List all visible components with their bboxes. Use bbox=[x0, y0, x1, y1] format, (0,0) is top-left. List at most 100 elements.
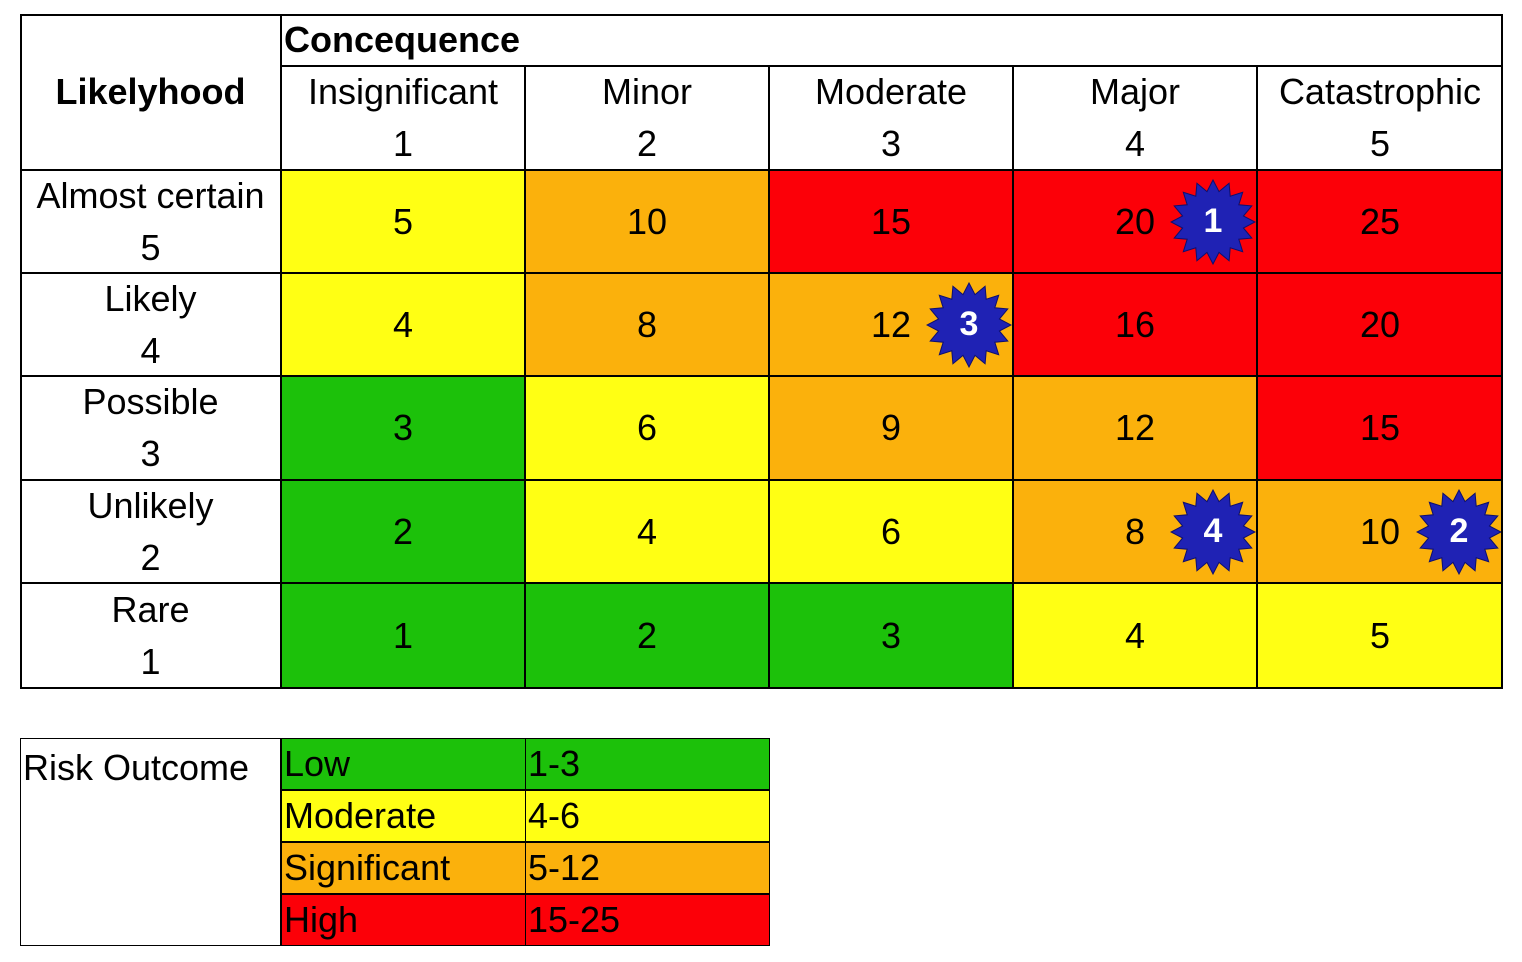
risk-cell: 25 bbox=[1257, 170, 1503, 273]
legend-range-moderate: 4-6 bbox=[525, 790, 770, 842]
risk-cell: 4 bbox=[525, 480, 769, 583]
legend-level-high: High bbox=[281, 894, 526, 946]
legend-range-high: 15-25 bbox=[525, 894, 770, 946]
legend-level-significant: Significant bbox=[281, 842, 526, 894]
consequence-col-2: Minor 2 bbox=[525, 66, 769, 170]
likelihood-row-5: Almost certain 5 bbox=[20, 170, 281, 273]
risk-score: 8 bbox=[636, 303, 658, 345]
consequence-label: Moderate bbox=[814, 71, 968, 112]
risk-cell: 8 bbox=[525, 273, 769, 376]
risk-cell: 3 bbox=[769, 583, 1013, 689]
consequence-score: 5 bbox=[1369, 123, 1391, 164]
consequence-score: 3 bbox=[880, 123, 902, 164]
risk-marker-badge: 1 bbox=[1170, 178, 1256, 265]
risk-cell: 16 bbox=[1013, 273, 1257, 376]
legend-range-low: 1-3 bbox=[525, 738, 770, 790]
risk-score: 3 bbox=[880, 615, 902, 656]
risk-cell: 15 bbox=[1257, 376, 1503, 480]
likelihood-label: Rare bbox=[111, 589, 190, 630]
legend-level-low: Low bbox=[281, 738, 526, 790]
likelihood-score: 5 bbox=[140, 226, 161, 268]
risk-cell: 4 bbox=[281, 273, 525, 376]
risk-cell: 10 bbox=[525, 170, 769, 273]
risk-cell: 6 bbox=[525, 376, 769, 480]
consequence-label: Catastrophic bbox=[1278, 71, 1482, 112]
risk-score: 20 bbox=[1359, 303, 1401, 345]
risk-score: 16 bbox=[1114, 303, 1156, 345]
likelihood-label: Possible bbox=[82, 381, 219, 422]
risk-score: 25 bbox=[1359, 200, 1401, 242]
risk-cell: 2 bbox=[525, 583, 769, 689]
consequence-score: 1 bbox=[392, 123, 414, 164]
risk-cell: 15 bbox=[769, 170, 1013, 273]
risk-score: 2 bbox=[636, 615, 658, 656]
consequence-col-3: Moderate 3 bbox=[769, 66, 1013, 170]
risk-score: 12 bbox=[870, 303, 912, 345]
risk-score: 5 bbox=[392, 200, 414, 242]
likelihood-score: 1 bbox=[140, 641, 161, 682]
risk-score: 5 bbox=[1369, 615, 1391, 656]
risk-score: 9 bbox=[880, 407, 902, 448]
marker-number: 1 bbox=[1203, 202, 1223, 240]
risk-score: 1 bbox=[392, 615, 414, 656]
risk-score: 4 bbox=[392, 303, 414, 345]
likelihood-row-4: Likely 4 bbox=[20, 273, 281, 376]
risk-outcome-legend: Risk Outcome Low 1-3 Moderate 4-6 Significan… bbox=[20, 738, 770, 946]
likelihood-score: 4 bbox=[140, 329, 161, 371]
likelihood-row-2: Unlikely 2 bbox=[20, 480, 281, 583]
likelihood-score: 3 bbox=[140, 433, 161, 474]
risk-score: 10 bbox=[1359, 510, 1401, 552]
risk-cell: 6 bbox=[769, 480, 1013, 583]
risk-score: 8 bbox=[1124, 510, 1146, 552]
legend-range-significant: 5-12 bbox=[525, 842, 770, 894]
likelihood-header: Likelyhood bbox=[20, 14, 281, 170]
likelihood-row-1: Rare 1 bbox=[20, 583, 281, 689]
risk-marker-badge: 2 bbox=[1416, 488, 1502, 575]
likelihood-row-3: Possible 3 bbox=[20, 376, 281, 480]
risk-score: 3 bbox=[392, 407, 414, 448]
likelihood-score: 2 bbox=[140, 536, 161, 578]
risk-cell: 4 bbox=[1013, 583, 1257, 689]
risk-score: 10 bbox=[626, 200, 668, 242]
consequence-score: 4 bbox=[1124, 123, 1146, 164]
starburst-icon bbox=[926, 281, 1012, 368]
legend-title: Risk Outcome bbox=[20, 738, 281, 946]
risk-cell: 9 bbox=[769, 376, 1013, 480]
risk-score: 12 bbox=[1114, 407, 1156, 448]
risk-score: 6 bbox=[636, 407, 658, 448]
risk-score: 4 bbox=[636, 510, 658, 552]
starburst-icon bbox=[1416, 488, 1502, 575]
risk-score: 20 bbox=[1114, 200, 1156, 242]
starburst-icon bbox=[1170, 178, 1256, 265]
consequence-col-1: Insignificant 1 bbox=[281, 66, 525, 170]
consequence-score: 2 bbox=[636, 123, 658, 164]
risk-cell: 2 bbox=[281, 480, 525, 583]
risk-score: 15 bbox=[1359, 407, 1401, 448]
risk-marker-badge: 3 bbox=[926, 281, 1012, 368]
legend-level-moderate: Moderate bbox=[281, 790, 526, 842]
risk-cell: 5 bbox=[1257, 583, 1503, 689]
consequence-label: Major bbox=[1089, 71, 1181, 112]
likelihood-label: Unlikely bbox=[87, 484, 214, 526]
marker-number: 3 bbox=[959, 305, 979, 343]
risk-marker-badge: 4 bbox=[1170, 488, 1256, 575]
likelihood-label: Likely bbox=[104, 277, 197, 319]
risk-cell: 1 bbox=[281, 583, 525, 689]
starburst-icon bbox=[1170, 488, 1256, 575]
consequence-label: Insignificant bbox=[307, 71, 499, 112]
risk-cell: 20 bbox=[1257, 273, 1503, 376]
risk-score: 6 bbox=[880, 510, 902, 552]
consequence-header: Concequence bbox=[281, 14, 1503, 66]
consequence-col-5: Catastrophic 5 bbox=[1257, 66, 1503, 170]
risk-matrix: Likelyhood Concequence Insignificant 1 Min… bbox=[20, 14, 1503, 689]
risk-score: 2 bbox=[392, 510, 414, 552]
marker-number: 2 bbox=[1449, 512, 1469, 550]
risk-score: 4 bbox=[1124, 615, 1146, 656]
risk-score: 15 bbox=[870, 200, 912, 242]
risk-cell: 3 bbox=[281, 376, 525, 480]
risk-cell: 12 bbox=[1013, 376, 1257, 480]
consequence-col-4: Major 4 bbox=[1013, 66, 1257, 170]
marker-number: 4 bbox=[1203, 512, 1223, 550]
risk-cell: 5 bbox=[281, 170, 525, 273]
consequence-label: Minor bbox=[601, 71, 693, 112]
